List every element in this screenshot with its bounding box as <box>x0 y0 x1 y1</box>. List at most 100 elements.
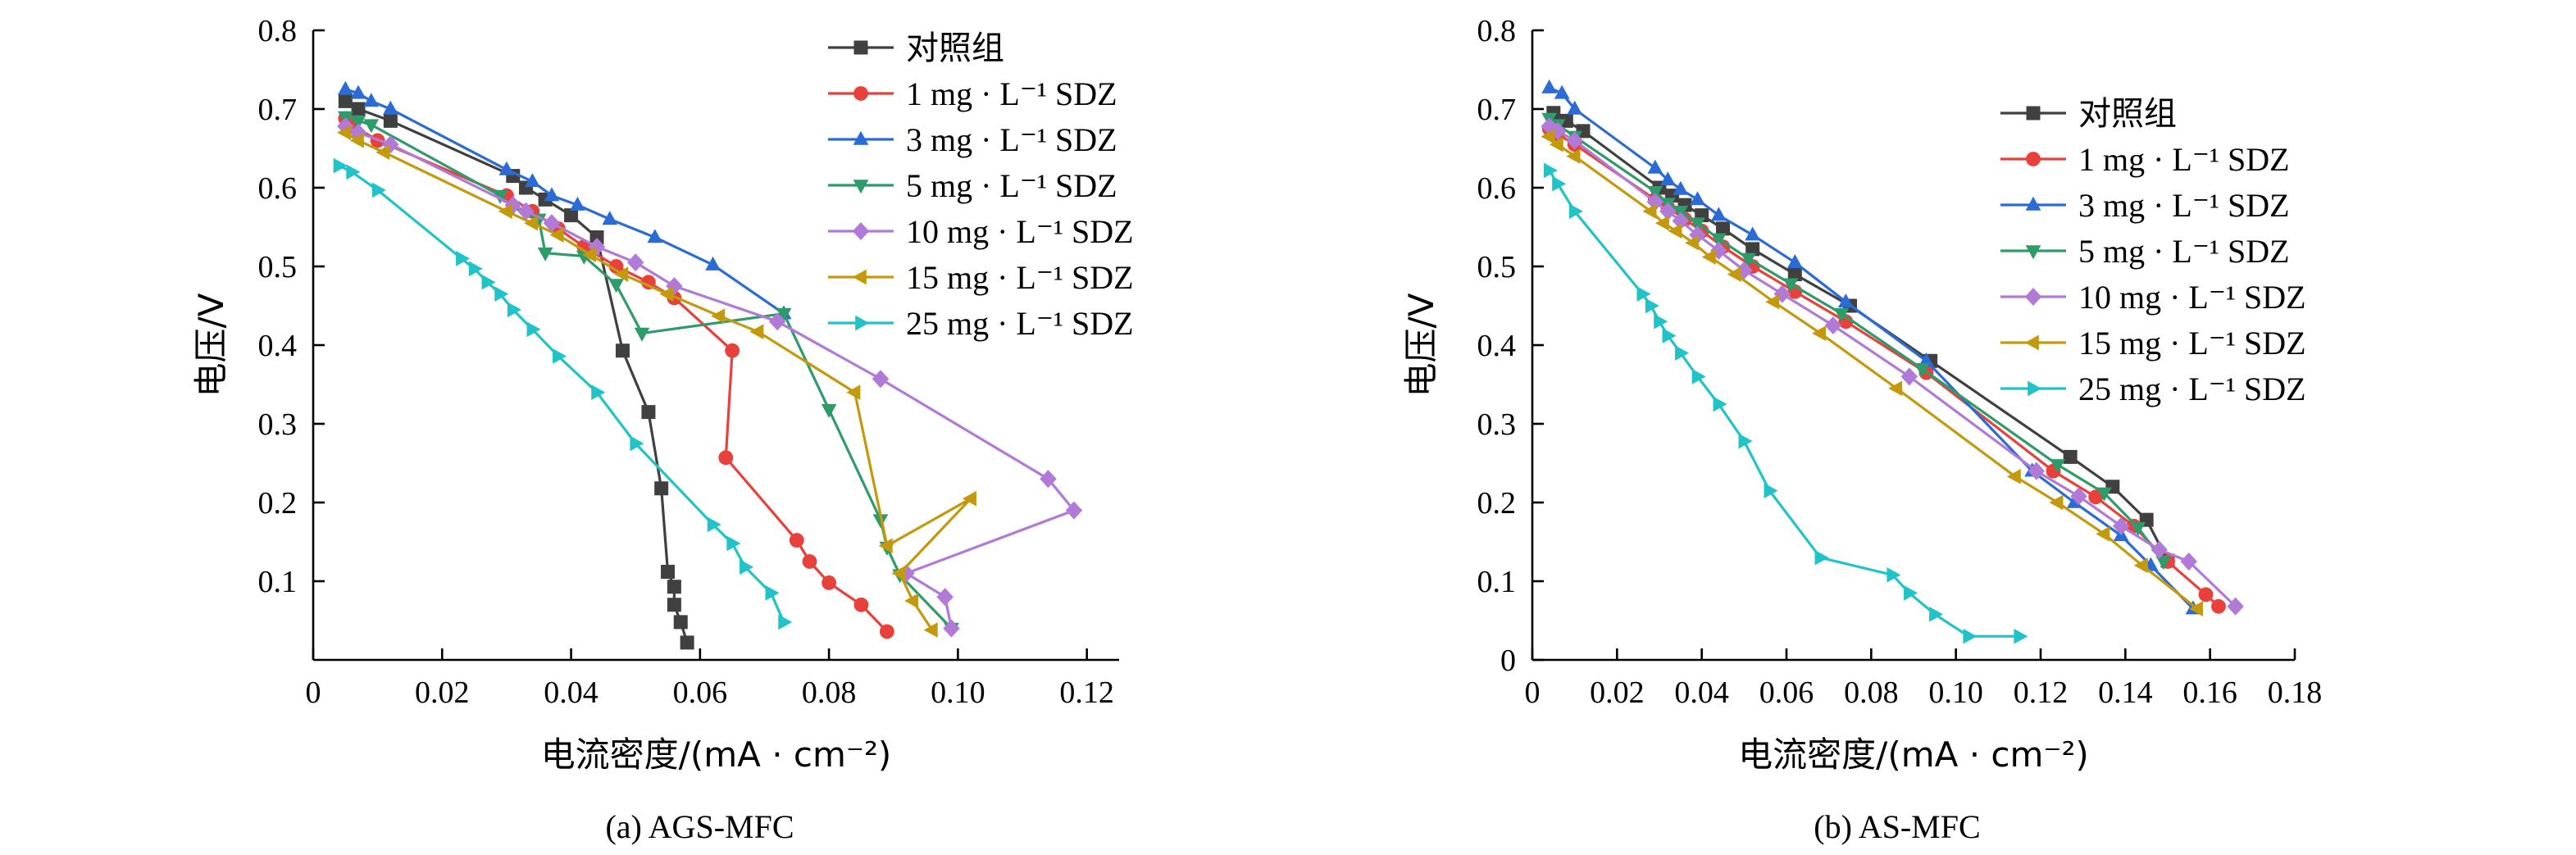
x-tick-label: 0 <box>306 675 321 710</box>
y-tick-label: 0.7 <box>1477 93 1517 127</box>
series-3 <box>337 111 959 637</box>
legend-marker <box>2026 152 2041 166</box>
data-point <box>564 208 579 223</box>
data-point <box>1727 266 1741 282</box>
data-point <box>1568 203 1583 220</box>
data-point <box>526 321 541 338</box>
data-point <box>1786 254 1803 268</box>
chart-panel-a: 0 0.02 0.04 0.06 0.08 0.10 0.12 0.1 0.2 0.3 0.4 0.5… <box>191 14 1134 845</box>
data-point <box>1833 307 1850 322</box>
data-point <box>363 119 380 134</box>
data-point <box>711 308 726 324</box>
data-point <box>1654 313 1668 330</box>
data-point <box>769 312 786 331</box>
data-point <box>1888 380 1903 397</box>
series-4 <box>1541 117 2244 616</box>
data-point <box>1690 191 1705 206</box>
data-point <box>1824 316 1842 335</box>
series-line <box>344 117 889 633</box>
data-point <box>630 435 644 452</box>
data-point <box>1566 148 1581 164</box>
data-point <box>661 564 676 579</box>
data-point <box>468 261 483 277</box>
data-point <box>1659 171 1676 186</box>
legend-label: 10 mg · L⁻¹ SDZ <box>2078 279 2306 316</box>
data-point <box>1673 180 1689 195</box>
data-point <box>1689 225 1706 244</box>
data-point <box>1738 433 1753 449</box>
data-point <box>2155 556 2172 571</box>
data-point <box>525 173 540 188</box>
data-point <box>726 535 741 552</box>
x-tick-label: 0.10 <box>931 675 985 710</box>
data-point <box>821 575 837 590</box>
x-tick-label: 0.12 <box>2014 675 2069 710</box>
legend-label: 25 mg · L⁻¹ SDZ <box>2078 371 2306 407</box>
data-point <box>2063 449 2078 464</box>
data-point <box>1787 267 1802 282</box>
x-tick-label: 0.08 <box>1844 675 1899 710</box>
y-tick-label: 0.5 <box>258 250 298 284</box>
legend-marker <box>853 86 868 101</box>
data-point <box>1543 162 1558 179</box>
data-point <box>1765 293 1780 310</box>
data-point <box>1837 293 1854 307</box>
series-6 <box>333 157 793 630</box>
data-point <box>591 384 606 400</box>
data-point <box>589 230 604 244</box>
data-point <box>634 327 650 342</box>
data-point <box>1566 131 1583 150</box>
data-point <box>383 113 398 128</box>
series-2 <box>337 80 792 320</box>
data-point <box>1716 221 1730 236</box>
data-point <box>1812 325 1827 341</box>
data-point <box>375 144 390 161</box>
data-point <box>351 102 366 116</box>
legend-marker <box>2024 287 2042 307</box>
data-point <box>1659 202 1677 221</box>
data-point <box>481 274 496 290</box>
x-tick-label: 0.02 <box>415 675 470 710</box>
data-point <box>2180 552 2198 571</box>
data-point <box>1929 606 1944 622</box>
legend-marker <box>2028 380 2042 397</box>
data-point <box>1040 470 1057 489</box>
data-point <box>349 133 364 148</box>
y-tick-label: 0 <box>1500 644 1516 678</box>
y-tick-label: 0.2 <box>258 486 298 521</box>
data-point <box>2211 598 2226 614</box>
data-point <box>654 481 669 496</box>
data-point <box>2130 521 2146 536</box>
x-tick-label: 0 <box>1525 675 1541 710</box>
legend: 对照组 1 mg · L⁻¹ SDZ 3 mg · L⁻¹ SDZ 5 mg · L⁻… <box>828 30 1134 342</box>
x-tick-label: 0.14 <box>2098 675 2153 710</box>
data-point <box>789 533 804 548</box>
y-tick-label: 0.8 <box>1477 14 1517 48</box>
data-point <box>872 370 890 389</box>
data-point <box>641 405 656 420</box>
data-point <box>1782 278 1799 293</box>
data-point <box>1764 483 1778 498</box>
data-point <box>1672 211 1690 230</box>
data-point <box>544 187 560 202</box>
data-point <box>1710 233 1727 248</box>
data-point <box>498 161 515 175</box>
data-point <box>602 211 618 225</box>
x-tick-label: 0.06 <box>673 675 728 710</box>
data-point <box>2028 462 2046 480</box>
data-point <box>1745 242 1760 257</box>
data-point <box>1690 217 1705 232</box>
data-point <box>667 598 681 612</box>
y-tick-label: 0.3 <box>1477 407 1517 442</box>
data-point <box>776 307 792 322</box>
data-point <box>2006 468 2021 484</box>
data-point <box>891 566 906 581</box>
legend-label: 10 mg · L⁻¹ SDZ <box>906 213 1134 250</box>
data-point <box>1668 223 1682 239</box>
legend-label: 15 mg · L⁻¹ SDZ <box>906 259 1134 296</box>
data-point <box>2198 587 2214 603</box>
x-tick-label: 0.02 <box>1590 675 1645 710</box>
legend-marker <box>852 221 870 241</box>
data-point <box>492 189 508 204</box>
x-tick-label: 0.08 <box>802 675 857 710</box>
